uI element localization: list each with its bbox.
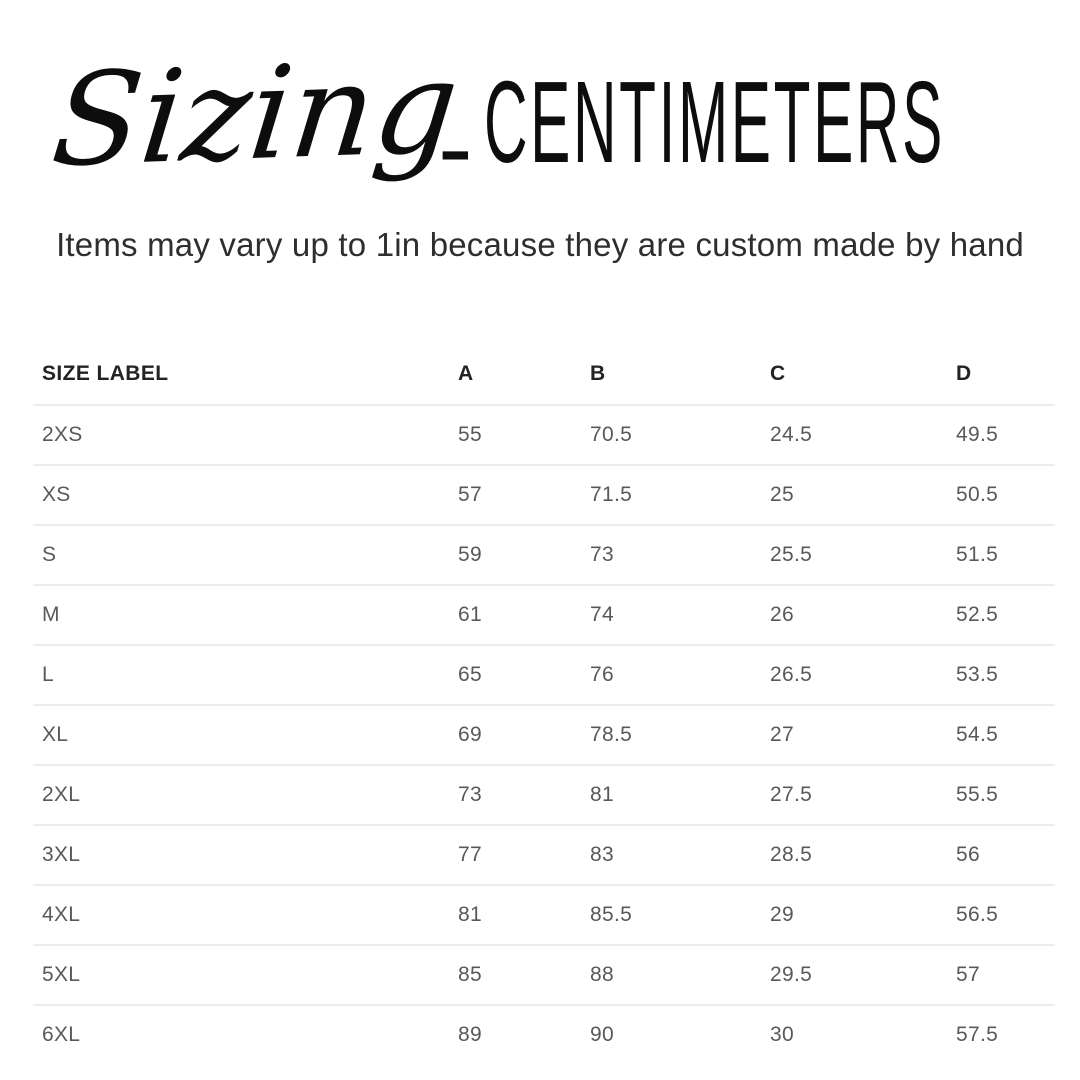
measurement-a-cell: 77 [458, 843, 482, 866]
measurement-d-cell: 55.5 [956, 783, 999, 806]
size-label-cell: XS [42, 483, 71, 506]
measurement-a-cell: 81 [458, 903, 482, 926]
table-row: 4XL 81 85.5 29 56.5 [33, 884, 1055, 944]
table-row: 5XL 85 88 29.5 57 [33, 944, 1055, 1004]
measurement-d-cell: 54.5 [956, 723, 999, 746]
size-label-cell: 4XL [42, 903, 81, 926]
measurement-b-cell: 73 [590, 543, 614, 566]
table-row: 6XL 89 90 30 57.5 [33, 1004, 1055, 1064]
measurement-b-cell: 74 [590, 603, 614, 626]
table-body: 2XS 55 70.5 24.5 49.5 XS 57 71.5 25 50.5… [33, 404, 1055, 1064]
size-label-cell: 2XL [42, 783, 81, 806]
measurement-a-cell: 73 [458, 783, 482, 806]
table-row: 2XS 55 70.5 24.5 49.5 [33, 404, 1055, 464]
table-header-row: SIZE LABEL A B C D [33, 344, 1055, 404]
measurement-b-cell: 76 [590, 663, 614, 686]
table-row: 3XL 77 83 28.5 56 [33, 824, 1055, 884]
table-row: M 61 74 26 52.5 [33, 584, 1055, 644]
measurement-b-cell: 90 [590, 1023, 614, 1046]
measurement-c-cell: 30 [770, 1023, 794, 1046]
measurement-b-cell: 81 [590, 783, 614, 806]
size-table: SIZE LABEL A B C D 2XS 55 70.5 24.5 49.5… [33, 344, 1055, 1064]
title-separator: - [438, 90, 473, 206]
measurement-a-cell: 61 [458, 603, 482, 626]
header-col-b: B [590, 362, 606, 385]
measurement-a-cell: 57 [458, 483, 482, 506]
disclaimer-subtitle: Items may vary up to 1in because they ar… [56, 226, 1024, 263]
measurement-b-cell: 78.5 [590, 723, 633, 746]
measurement-c-cell: 26 [770, 603, 794, 626]
measurement-c-cell: 25.5 [770, 543, 813, 566]
measurement-d-cell: 57.5 [956, 1023, 999, 1046]
measurement-c-cell: 27 [770, 723, 794, 746]
size-label-cell: 5XL [42, 963, 81, 986]
header-col-d: D [956, 362, 972, 385]
measurement-c-cell: 24.5 [770, 423, 813, 446]
measurement-c-cell: 29.5 [770, 963, 813, 986]
measurement-b-cell: 83 [590, 843, 614, 866]
measurement-b-cell: 70.5 [590, 423, 633, 446]
measurement-a-cell: 59 [458, 543, 482, 566]
header-size-label: SIZE LABEL [42, 362, 169, 385]
measurement-c-cell: 28.5 [770, 843, 813, 866]
table-row: XL 69 78.5 27 54.5 [33, 704, 1055, 764]
measurement-d-cell: 53.5 [956, 663, 999, 686]
measurement-d-cell: 56 [956, 843, 980, 866]
size-label-cell: L [42, 663, 54, 686]
measurement-a-cell: 69 [458, 723, 482, 746]
title-script-word: Sizing [45, 33, 465, 196]
measurement-d-cell: 56.5 [956, 903, 999, 926]
measurement-b-cell: 88 [590, 963, 614, 986]
measurement-d-cell: 51.5 [956, 543, 999, 566]
measurement-b-cell: 71.5 [590, 483, 633, 506]
table-row: L 65 76 26.5 53.5 [33, 644, 1055, 704]
measurement-d-cell: 57 [956, 963, 980, 986]
size-label-cell: 6XL [42, 1023, 81, 1046]
measurement-a-cell: 85 [458, 963, 482, 986]
size-label-cell: 3XL [42, 843, 81, 866]
title-units-word: CENTIMETERS [484, 57, 945, 187]
size-label-cell: M [42, 603, 60, 626]
measurement-c-cell: 29 [770, 903, 794, 926]
size-label-cell: XL [42, 723, 69, 746]
table-row: S 59 73 25.5 51.5 [33, 524, 1055, 584]
table-row: 2XL 73 81 27.5 55.5 [33, 764, 1055, 824]
size-label-cell: 2XS [42, 423, 83, 446]
measurement-a-cell: 89 [458, 1023, 482, 1046]
measurement-b-cell: 85.5 [590, 903, 633, 926]
measurement-d-cell: 52.5 [956, 603, 999, 626]
table-row: XS 57 71.5 25 50.5 [33, 464, 1055, 524]
header-col-c: C [770, 362, 786, 385]
size-label-cell: S [42, 543, 57, 566]
measurement-d-cell: 49.5 [956, 423, 999, 446]
measurement-a-cell: 55 [458, 423, 482, 446]
measurement-c-cell: 27.5 [770, 783, 813, 806]
measurement-a-cell: 65 [458, 663, 482, 686]
measurement-c-cell: 25 [770, 483, 794, 506]
header-col-a: A [458, 362, 474, 385]
measurement-d-cell: 50.5 [956, 483, 999, 506]
measurement-c-cell: 26.5 [770, 663, 813, 686]
